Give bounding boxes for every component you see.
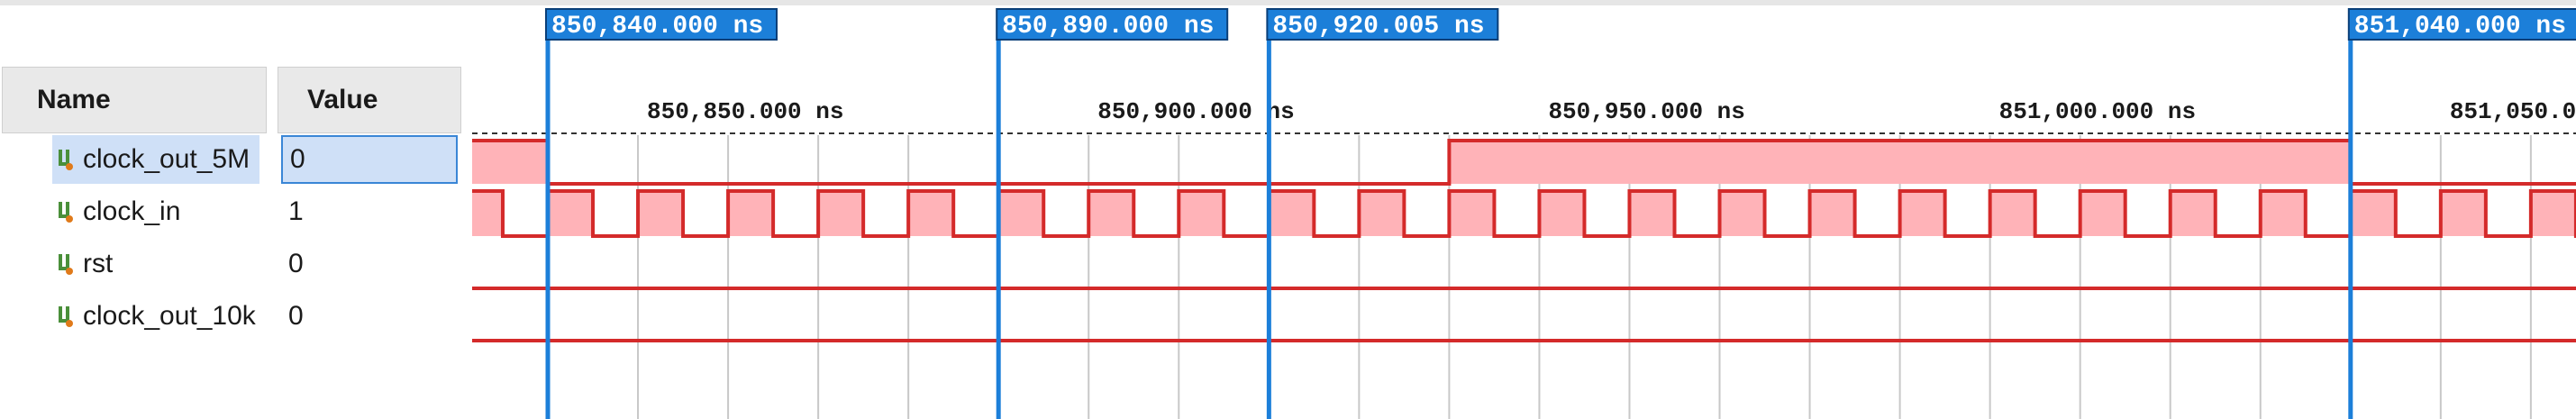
clock-in-waveform xyxy=(472,189,2576,238)
clock-in-high-fill xyxy=(1899,191,1945,236)
signal-value-label: 1 xyxy=(288,196,304,226)
time-ruler-label: 850,850.000 ns xyxy=(647,98,843,125)
signal-name-cell[interactable]: clock_out_10k xyxy=(52,292,256,341)
signal-name-cell[interactable]: rst xyxy=(52,240,113,288)
clock-in-high-fill xyxy=(1359,191,1405,236)
signal-name-label: clock_in xyxy=(83,196,181,226)
signal-value-cell[interactable]: 0 xyxy=(281,292,458,341)
cursor-time-label: 850,920.005 ns xyxy=(1272,13,1484,41)
wire-signal-icon xyxy=(59,306,73,327)
signal-name-cell[interactable]: clock_out_5M xyxy=(52,135,259,184)
clock-in-high-fill xyxy=(1719,191,1765,236)
clock-out-5m-high-fill xyxy=(472,141,548,184)
cursor-time-badge[interactable] xyxy=(2347,8,2576,41)
clock-in-high-fill xyxy=(1539,191,1585,236)
signal-value-label: 0 xyxy=(290,144,305,174)
cursor-time-label: 851,040.000 ns xyxy=(2354,13,2566,41)
signal-value-label: 0 xyxy=(288,301,304,331)
cursor-time-label: 850,890.000 ns xyxy=(1002,13,1214,41)
clock-in-high-fill xyxy=(2170,191,2216,236)
value-column-header[interactable]: Value xyxy=(278,67,461,133)
cursor-time-badge[interactable] xyxy=(1266,8,1499,41)
clock-in-high-fill xyxy=(2260,191,2306,236)
clock-in-high-fill xyxy=(908,191,954,236)
clock-in-high-fill xyxy=(1809,191,1855,236)
signal-name-label: clock_out_5M xyxy=(83,144,250,174)
signal-name-cell[interactable]: clock_in xyxy=(52,187,180,236)
clock-in-high-fill xyxy=(728,191,774,236)
signal-value-cell[interactable]: 0 xyxy=(281,240,458,288)
clock-in-high-fill xyxy=(548,191,594,236)
wire-signal-icon xyxy=(59,254,73,275)
clock-out-5m-high-fill xyxy=(1449,141,2351,184)
wire-signal-icon xyxy=(59,150,73,170)
cursor-time-badge[interactable] xyxy=(545,8,778,41)
time-ruler-label: 851,000.000 ns xyxy=(1999,98,2196,125)
clock-in-high-fill xyxy=(1088,191,1134,236)
time-ruler-label: 850,900.000 ns xyxy=(1097,98,1294,125)
clock-in-high-fill xyxy=(1629,191,1675,236)
clock-in-high-fill xyxy=(638,191,684,236)
time-ruler-label: 851,050.0 xyxy=(2450,98,2576,125)
name-column-label: Name xyxy=(37,85,111,114)
clock-in-high-fill xyxy=(472,191,503,236)
clock-in-high-fill xyxy=(2530,191,2576,236)
top-border xyxy=(0,0,2576,5)
wire-signal-icon xyxy=(59,202,73,223)
signal-value-cell[interactable]: 0 xyxy=(281,135,458,184)
time-ruler-label: 850,950.000 ns xyxy=(1548,98,1744,125)
clock-in-high-fill xyxy=(818,191,864,236)
cursor-time-label: 850,840.000 ns xyxy=(551,13,763,41)
clock-in-high-fill xyxy=(1449,191,1495,236)
value-column-label: Value xyxy=(307,85,378,114)
name-column-header[interactable]: Name xyxy=(2,67,267,133)
clock-in-high-fill xyxy=(998,191,1044,236)
clock-in-high-fill xyxy=(2350,191,2396,236)
clock-in-high-fill xyxy=(2080,191,2125,236)
clock-in-high-fill xyxy=(1179,191,1224,236)
clock-in-high-fill xyxy=(1989,191,2035,236)
signal-value-cell[interactable]: 1 xyxy=(281,187,458,236)
signal-name-label: rst xyxy=(83,249,114,278)
cursor-time-badge[interactable] xyxy=(996,8,1229,41)
clock-in-high-fill xyxy=(2440,191,2486,236)
signal-value-label: 0 xyxy=(288,249,304,278)
clock-in-high-fill xyxy=(1269,191,1315,236)
signal-name-label: clock_out_10k xyxy=(83,301,256,331)
